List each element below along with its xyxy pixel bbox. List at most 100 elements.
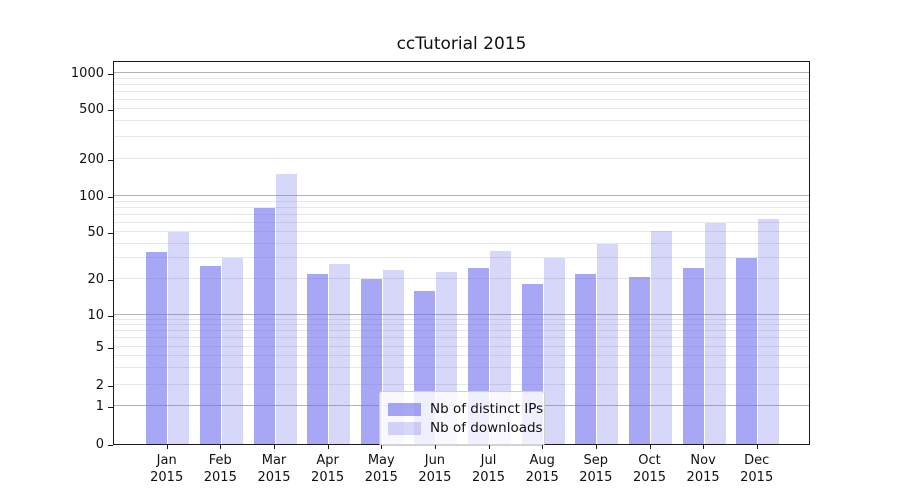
x-tick-mark xyxy=(756,445,758,449)
y-tick-label: 5 xyxy=(95,339,104,355)
y-tick-mark xyxy=(108,407,113,409)
y-tick-label: 1 xyxy=(95,399,104,415)
bar-downloads-sep xyxy=(597,243,619,444)
gridline-minor xyxy=(114,77,809,79)
bar-distinct-ips-dec xyxy=(736,258,758,444)
gridline-minor xyxy=(114,355,809,356)
bar-distinct-ips-sep xyxy=(575,274,597,444)
gridline-minor xyxy=(114,98,809,100)
gridline-minor xyxy=(114,213,809,215)
x-tick-mark xyxy=(595,445,597,449)
gridline-minor xyxy=(114,90,809,92)
bar-distinct-ips-oct xyxy=(629,276,650,444)
bar-downloads-dec xyxy=(758,218,780,444)
x-tick-mark xyxy=(703,445,705,449)
legend-label-downloads: Nb of downloads xyxy=(430,420,543,436)
y-tick-label: 2 xyxy=(95,377,104,393)
legend-item-distinct-ips: Nb of distinct IPs xyxy=(388,401,543,417)
legend-label-distinct-ips: Nb of distinct IPs xyxy=(430,401,544,417)
gridline-minor xyxy=(114,366,809,368)
bar-downloads-oct xyxy=(651,231,672,444)
y-tick-label: 100 xyxy=(79,189,104,204)
bar-distinct-ips-may xyxy=(360,279,382,444)
y-tick-label: 1000 xyxy=(70,66,104,81)
gridline-minor xyxy=(114,318,809,320)
x-tick-label-dec: Dec 2015 xyxy=(740,453,774,485)
gridline-minor xyxy=(114,257,809,259)
legend-swatch-distinct-ips xyxy=(388,402,421,416)
gridline-minor xyxy=(114,206,809,208)
y-tick-mark xyxy=(108,160,113,161)
x-tick-label-nov: Nov 2015 xyxy=(686,453,720,485)
bar-downloads-apr xyxy=(329,263,351,444)
x-tick-mark xyxy=(488,445,490,449)
bar-distinct-ips-jan xyxy=(146,252,168,444)
gridline-minor xyxy=(114,231,809,233)
gridline-major xyxy=(114,313,809,315)
y-tick-label: 20 xyxy=(87,272,104,287)
chart-title: ccTutorial 2015 xyxy=(396,34,527,54)
x-tick-mark xyxy=(649,445,651,449)
x-tick-mark xyxy=(381,445,383,449)
bar-distinct-ips-apr xyxy=(307,274,329,444)
y-tick-mark xyxy=(108,233,113,235)
gridline-minor xyxy=(114,83,809,85)
x-tick-mark xyxy=(542,445,544,449)
x-tick-label-jun: Jun 2015 xyxy=(418,453,452,485)
bar-downloads-mar xyxy=(275,174,297,444)
gridline-minor xyxy=(114,337,809,339)
gridline-minor xyxy=(114,242,809,244)
y-tick-label: 10 xyxy=(87,307,104,323)
y-tick-mark xyxy=(108,110,113,111)
gridline-minor xyxy=(114,330,809,332)
x-tick-mark xyxy=(274,445,275,449)
y-tick-mark xyxy=(108,74,113,75)
y-tick-mark xyxy=(108,280,113,281)
plot-area xyxy=(113,61,810,445)
x-tick-label-oct: Oct 2015 xyxy=(632,453,667,485)
gridline-major xyxy=(114,195,809,196)
legend-item-downloads: Nb of downloads xyxy=(388,420,543,436)
y-tick-mark xyxy=(108,197,113,198)
x-tick-label-jul: Jul 2015 xyxy=(471,453,506,485)
y-tick-label: 50 xyxy=(87,225,104,241)
y-tick-mark xyxy=(108,347,113,349)
bar-distinct-ips-nov xyxy=(682,267,704,444)
bar-downloads-nov xyxy=(704,222,726,444)
bar-distinct-ips-mar xyxy=(253,207,275,444)
gridline-minor xyxy=(114,383,809,385)
x-tick-label-sep: Sep 2015 xyxy=(579,453,613,485)
x-tick-label-jan: Jan 2015 xyxy=(150,453,184,485)
legend-swatch-downloads xyxy=(388,421,421,435)
gridline-minor xyxy=(114,120,809,122)
y-tick-mark xyxy=(108,385,113,387)
bar-downloads-jan xyxy=(168,232,190,444)
y-tick-label: 500 xyxy=(79,102,104,117)
gridline-minor xyxy=(114,278,809,279)
gridline-minor xyxy=(114,158,809,159)
gridline-minor xyxy=(114,200,809,202)
y-tick-mark xyxy=(108,315,113,317)
y-tick-mark xyxy=(108,445,113,446)
x-tick-label-apr: Apr 2015 xyxy=(311,453,345,485)
gridline-major xyxy=(114,72,809,73)
x-tick-label-feb: Feb 2015 xyxy=(203,453,237,485)
legend: Nb of distinct IPs Nb of downloads xyxy=(379,391,545,446)
x-tick-mark xyxy=(434,445,436,449)
bar-distinct-ips-feb xyxy=(199,265,221,444)
x-tick-label-aug: Aug 2015 xyxy=(525,453,559,485)
y-tick-label: 200 xyxy=(79,152,104,167)
gridline-minor xyxy=(114,108,809,109)
bar-downloads-aug xyxy=(543,258,565,444)
y-tick-label: 0 xyxy=(95,437,104,452)
x-tick-label-mar: Mar 2015 xyxy=(257,453,291,485)
x-tick-label-may: May 2015 xyxy=(364,453,398,485)
x-tick-mark xyxy=(220,445,222,449)
gridline-minor xyxy=(114,345,809,347)
gridline-minor xyxy=(114,324,809,325)
x-tick-mark xyxy=(166,445,168,449)
gridline-minor xyxy=(114,221,809,223)
gridline-minor xyxy=(114,135,809,137)
x-tick-mark xyxy=(327,445,329,449)
